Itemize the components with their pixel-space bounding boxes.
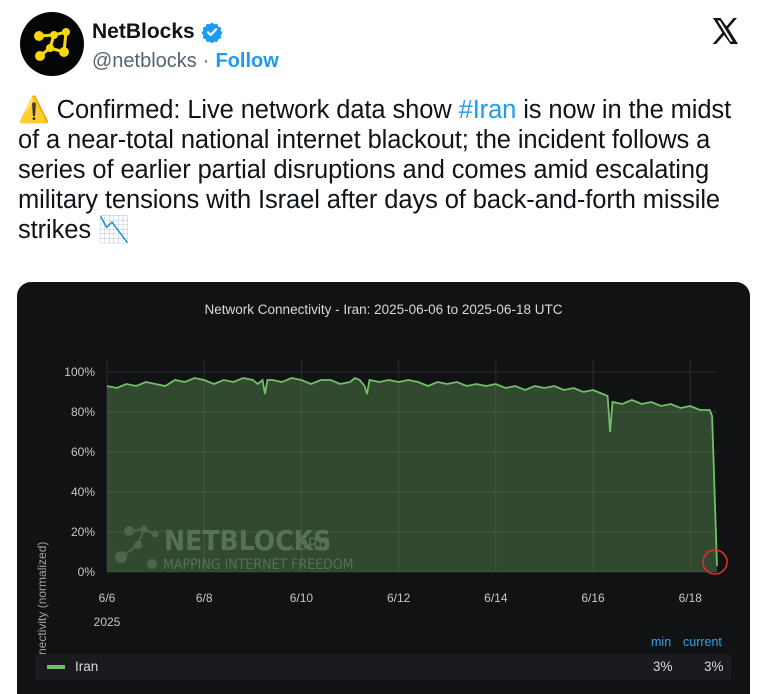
chart-title: Network Connectivity - Iran: 2025-06-06 … — [204, 302, 563, 317]
netblocks-avatar[interactable] — [20, 12, 84, 76]
y-tick-label: 40% — [71, 485, 95, 499]
series-line-iran — [106, 376, 718, 567]
x-axis-ticks: 6/6 6/8 6/10 6/12 6/14 6/16 6/18 2025 — [94, 591, 703, 629]
hashtag-iran-link[interactable]: #Iran — [458, 96, 517, 124]
handle-separator: · — [202, 50, 210, 72]
follow-button[interactable]: Follow — [215, 50, 279, 72]
series-area-iran — [107, 378, 717, 572]
y-tick-label: 20% — [71, 525, 95, 539]
tweet-text-part-2: is now in the midst of a near-total nati… — [18, 96, 732, 244]
x-year-label: 2025 — [94, 615, 121, 629]
y-tick-label: 0% — [78, 565, 96, 579]
warning-emoji: ⚠️ — [18, 96, 50, 124]
watermark-suffix: .ORG — [291, 535, 330, 555]
connectivity-chart-image[interactable]: Network Connectivity - Iran: 2025-06-06 … — [17, 282, 750, 694]
y-tick-label: 100% — [64, 365, 95, 379]
connectivity-chart: NETBLOCKS .ORG MAPPING INTERNET FREEDOM … — [64, 360, 728, 629]
blackout-highlight-circle — [702, 549, 728, 575]
x-tick-label: 6/16 — [581, 591, 605, 605]
legend-min-value: 3% — [653, 659, 673, 674]
chart-decreasing-emoji: 📉 — [97, 216, 130, 244]
account-handle[interactable]: @netblocks — [92, 50, 197, 72]
y-tick-label: 60% — [71, 445, 95, 459]
netblocks-logo-icon — [34, 28, 70, 61]
legend-swatch — [47, 665, 65, 669]
legend-current-value: 3% — [704, 659, 724, 674]
legend-series-name: Iran — [75, 659, 99, 674]
x-tick-label: 6/14 — [484, 591, 508, 605]
x-tick-label: 6/10 — [290, 591, 314, 605]
tweet-text-part-1: Confirmed: Live network data show — [49, 96, 459, 124]
legend-row-iran[interactable]: Iran 3% 3% — [35, 654, 731, 680]
verified-badge-icon — [201, 22, 223, 43]
netblocks-watermark: NETBLOCKS .ORG MAPPING INTERNET FREEDOM — [115, 524, 354, 573]
x-logo-icon[interactable] — [710, 16, 740, 46]
x-tick-label: 6/6 — [99, 591, 116, 605]
chart-series — [106, 376, 718, 572]
watermark-network-icon — [115, 525, 159, 563]
tweet-text: ⚠️ Confirmed: Live network data show #Ir… — [18, 95, 743, 245]
x-tick-label: 6/8 — [196, 591, 213, 605]
watermark-tagline: MAPPING INTERNET FREEDOM — [163, 557, 354, 573]
legend-min-header[interactable]: min — [651, 635, 672, 649]
watermark-text: NETBLOCKS — [164, 524, 331, 557]
x-tick-label: 6/18 — [679, 591, 703, 605]
account-name[interactable]: NetBlocks — [92, 20, 195, 43]
legend-current-header[interactable]: current — [683, 635, 722, 649]
chart-gridlines — [106, 360, 717, 573]
watermark-dot — [147, 559, 157, 569]
y-axis-ticks: 0% 20% 40% 60% 80% 100% — [64, 365, 95, 579]
tweet-header: NetBlocks @netblocks · Follow — [20, 12, 740, 82]
y-tick-label: 80% — [71, 405, 95, 419]
x-tick-label: 6/12 — [387, 591, 411, 605]
